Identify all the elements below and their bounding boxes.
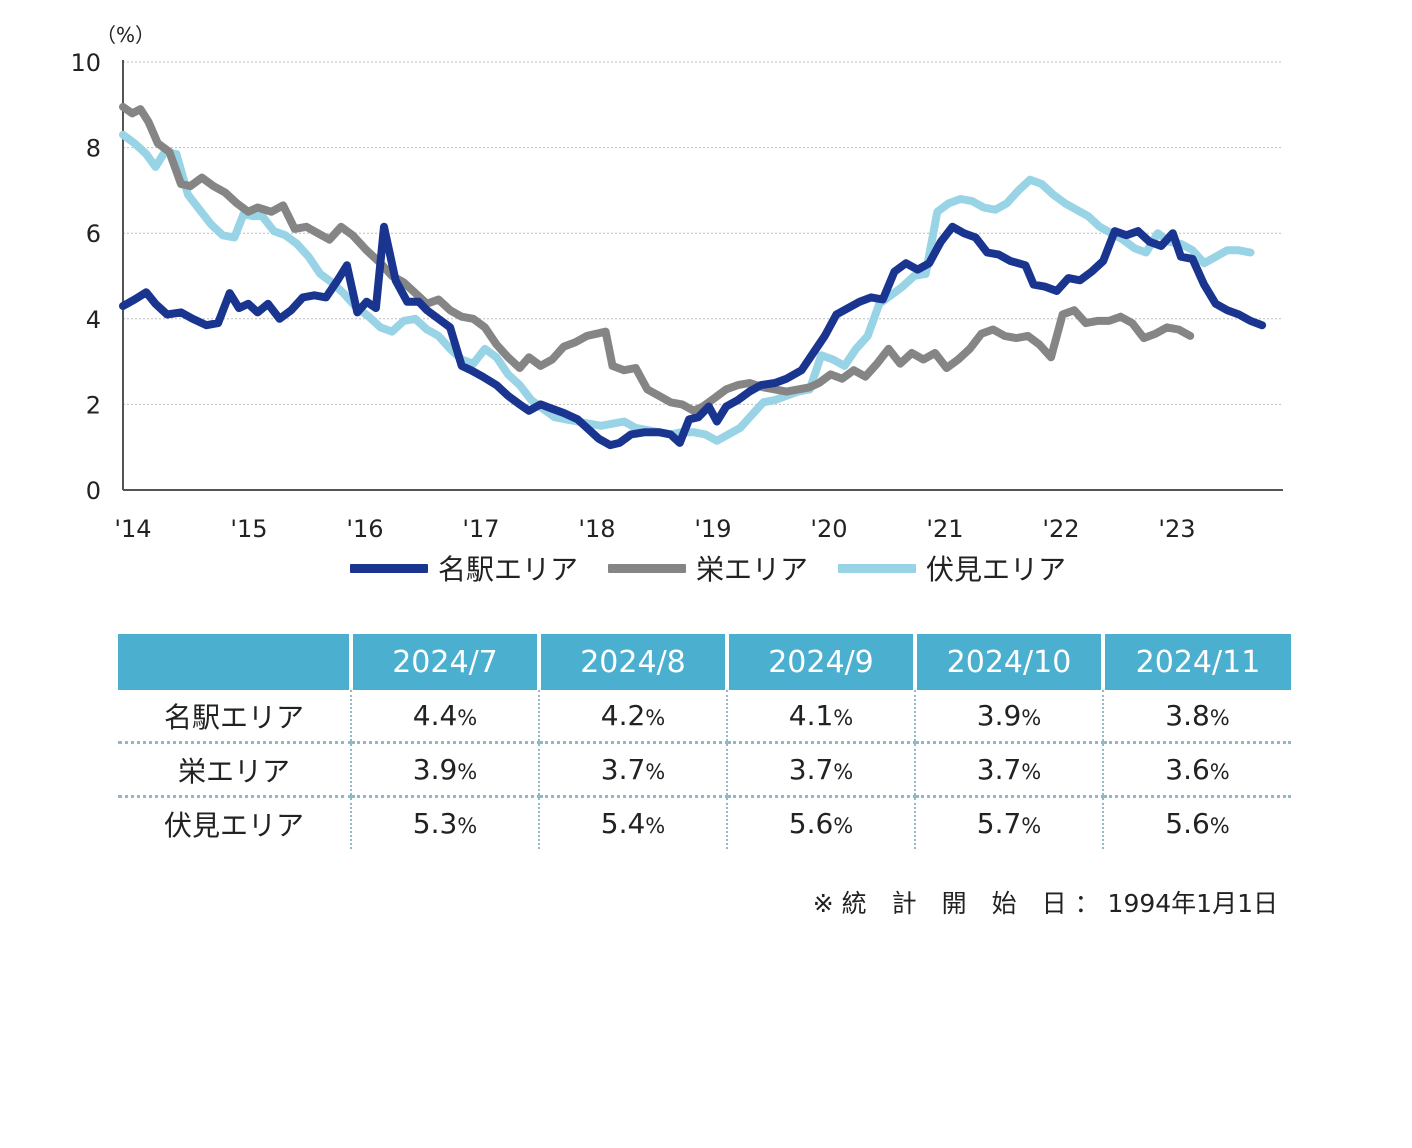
table-cell: 3.9% [350, 742, 539, 798]
cell-unit: % [1209, 814, 1230, 838]
x-tick-label: '14 [114, 515, 151, 543]
cell-value: 4.2 [600, 699, 646, 732]
cell-value: 4.4 [412, 699, 458, 732]
legend-swatch-fushimi [838, 563, 917, 573]
table-cell: 3.6% [1102, 742, 1291, 798]
axis-labels: 0 2 4 6 8 10（%） '14 '15 '16 '17 '18 '19 '20 '21 '22 '23 [70, 23, 1195, 543]
y-tick-label: 8 [86, 135, 101, 163]
row-label: 栄エリア [118, 742, 351, 798]
table-row: 栄エリア 3.9% 3.7% 3.7% 3.7% 3.6% [118, 742, 1291, 798]
cell-value: 4.1 [788, 699, 834, 732]
cell-unit: % [645, 760, 666, 784]
table-cell: 4.4% [350, 690, 539, 744]
table-cell: 3.7% [726, 742, 915, 798]
y-tick-label: 0 [86, 477, 101, 505]
y-tick-label: 4 [86, 306, 101, 334]
x-tick-label: '19 [694, 515, 731, 543]
legend-item-fushimi: 伏見エリア [838, 548, 1066, 588]
table-cell: 3.9% [914, 690, 1103, 744]
legend-swatch-sakae [608, 563, 687, 573]
cell-unit: % [457, 760, 478, 784]
table-header-month: 2024/7 [349, 634, 539, 690]
cell-value: 5.6 [788, 807, 834, 840]
vacancy-rate-table: 2024/7 2024/8 2024/9 2024/10 2024/11 名駅エ… [118, 634, 1291, 849]
statistics-start-note: ※ 統 計 開 始 日 ： 1994年1月1日 [812, 889, 1278, 918]
legend-label-sakae: 栄エリア [696, 553, 809, 586]
table-row: 名駅エリア 4.4% 4.2% 4.1% 3.9% 3.8% [118, 690, 1291, 744]
x-tick-label: '17 [462, 515, 499, 543]
x-tick-label: '16 [346, 515, 383, 543]
table-header-month: 2024/8 [537, 634, 727, 690]
table-cell: 5.7% [914, 796, 1103, 849]
series-lines [119, 102, 1267, 450]
cell-value: 5.7 [976, 807, 1022, 840]
cell-value: 3.9 [976, 699, 1022, 732]
x-tick-label: '23 [1158, 515, 1195, 543]
legend-item-meieki: 名駅エリア [350, 548, 578, 588]
y-unit-label: （%） [96, 23, 155, 47]
table-header-corner [118, 634, 351, 690]
cell-unit: % [833, 814, 854, 838]
x-tick-label: '15 [230, 515, 267, 543]
cell-value: 3.9 [412, 753, 458, 786]
cell-value: 3.7 [788, 753, 834, 786]
x-tick-label: '21 [926, 515, 963, 543]
table-cell: 5.6% [1102, 796, 1291, 849]
table-row: 伏見エリア 5.3% 5.4% 5.6% 5.7% 5.6% [118, 796, 1291, 849]
cell-value: 3.7 [600, 753, 646, 786]
x-tick-label: '20 [810, 515, 847, 543]
cell-unit: % [1021, 706, 1042, 730]
table-cell: 5.4% [538, 796, 727, 849]
table-cell: 4.2% [538, 690, 727, 744]
table-header-row: 2024/7 2024/8 2024/9 2024/10 2024/11 [118, 634, 1291, 690]
cell-unit: % [457, 706, 478, 730]
cell-unit: % [1021, 760, 1042, 784]
cell-value: 5.4 [600, 807, 646, 840]
cell-value: 5.6 [1165, 807, 1210, 840]
table-cell: 4.1% [726, 690, 915, 744]
table-cell: 5.6% [726, 796, 915, 849]
axes [122, 60, 1283, 491]
x-tick-label: '18 [578, 515, 615, 543]
cell-value: 5.3 [412, 807, 458, 840]
cell-unit: % [645, 814, 666, 838]
cell-unit: % [1021, 814, 1042, 838]
y-tick-label: 10 [70, 49, 101, 77]
table-cell: 3.7% [538, 742, 727, 798]
row-label: 名駅エリア [118, 690, 351, 744]
cell-value: 3.6 [1165, 753, 1210, 786]
y-tick-label: 6 [86, 220, 101, 248]
cell-unit: % [645, 706, 666, 730]
chart-legend: 名駅エリア 栄エリア 伏見エリア [350, 548, 1096, 588]
series-line-0 [119, 222, 1267, 450]
cell-unit: % [1209, 706, 1230, 730]
series-line-1 [119, 102, 1195, 415]
legend-label-fushimi: 伏見エリア [926, 553, 1067, 586]
legend-item-sakae: 栄エリア [608, 548, 808, 588]
table-cell: 5.3% [350, 796, 539, 849]
line-chart: 0 2 4 6 8 10（%） '14 '15 '16 '17 '18 '19 '20 '21 '22 '23 [70, 23, 1283, 543]
table-header-month: 2024/10 [913, 634, 1103, 690]
legend-swatch-meieki [350, 563, 428, 573]
table-cell: 3.7% [914, 742, 1103, 798]
series-line-2 [119, 130, 1255, 445]
x-tick-label: '22 [1042, 515, 1079, 543]
cell-value: 3.8 [1165, 699, 1210, 732]
cell-unit: % [457, 814, 478, 838]
table-header-month: 2024/11 [1101, 634, 1291, 690]
table-cell: 3.8% [1102, 690, 1291, 744]
table-header-month: 2024/9 [725, 634, 915, 690]
legend-label-meieki: 名駅エリア [438, 553, 579, 586]
cell-unit: % [1209, 760, 1230, 784]
cell-unit: % [833, 760, 854, 784]
row-label: 伏見エリア [163, 808, 304, 842]
cell-unit: % [833, 706, 854, 730]
cell-value: 3.7 [976, 753, 1022, 786]
y-tick-label: 2 [86, 391, 101, 419]
